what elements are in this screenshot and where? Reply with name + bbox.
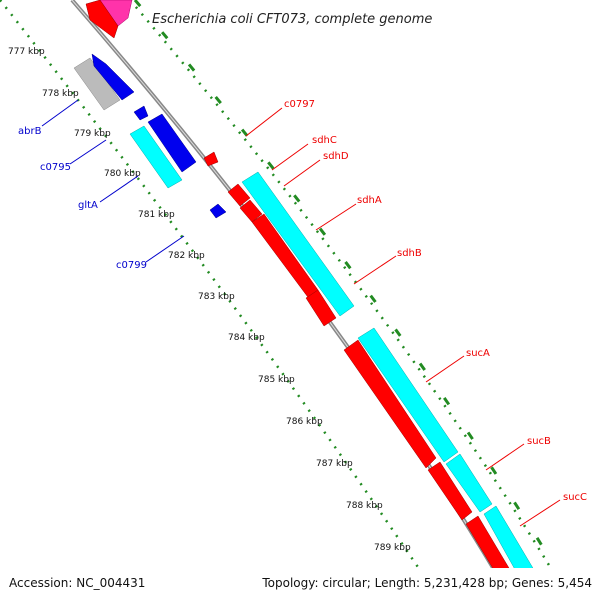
kbp-label: 789 kbp — [374, 543, 411, 553]
leader-line — [425, 355, 465, 383]
gene-sdhC-red — [227, 183, 251, 207]
leader-line — [245, 107, 283, 137]
kbp-label: 786 kbp — [286, 417, 323, 427]
kbp-label: 782 kbp — [168, 251, 205, 261]
inner-tick-ring — [0, 0, 442, 600]
kbp-label: 783 kbp — [198, 292, 235, 302]
topology-summary-text: Topology: circular; Length: 5,231,428 bp… — [261, 576, 592, 590]
gene-label-gltA[interactable]: gltA — [78, 200, 98, 211]
accession-text: Accession: NC_004431 — [9, 576, 145, 590]
map-title: Escherichia coli CFT073, complete genome — [152, 12, 432, 27]
kbp-label: 781 kbp — [138, 210, 175, 220]
gene-gltA-cds — [129, 125, 183, 189]
gene-label-sucA[interactable]: sucA — [466, 348, 490, 359]
leader-line — [271, 143, 309, 171]
leader-line — [145, 235, 185, 263]
gene-label-abrB[interactable]: abrB — [18, 126, 42, 137]
leader-line — [99, 175, 139, 203]
gene-label-sdhC[interactable]: sdhC — [312, 135, 337, 146]
kbp-label: 785 kbp — [258, 375, 295, 385]
gene-label-sucC[interactable]: sucC — [563, 492, 587, 503]
genome-backbone — [70, 0, 514, 600]
gene-sdh-cds — [241, 171, 355, 317]
kbp-label: 788 kbp — [346, 501, 383, 511]
genome-backbone-highlight — [71, 0, 513, 600]
kbp-label: 787 kbp — [316, 459, 353, 469]
reverse-gene-labels: abrB c0795 gltA c0799 — [18, 99, 185, 271]
gene-suc-cds-1 — [357, 327, 459, 463]
gene-c0795-blue — [91, 53, 135, 101]
kbp-label: 778 kbp — [42, 89, 79, 99]
gene-red-top — [85, 0, 119, 39]
gene-c0797-red — [203, 151, 219, 167]
footer-background — [0, 568, 600, 600]
leader-line — [283, 159, 321, 187]
kbp-label: 784 kbp — [228, 333, 265, 343]
gene-small-blue-1 — [133, 105, 149, 121]
gene-suc-cds-2 — [445, 453, 493, 513]
leader-line — [519, 499, 561, 527]
gene-sdhD-red — [239, 199, 263, 223]
kbp-labels: 777 kbp 778 kbp 779 kbp 780 kbp 781 kbp … — [8, 47, 411, 553]
gene-label-c0795[interactable]: c0795 — [40, 162, 71, 173]
gene-sucA-red — [343, 339, 437, 469]
kbp-label: 780 kbp — [104, 169, 141, 179]
gene-label-sucB[interactable]: sucB — [527, 436, 551, 447]
kbp-label: 777 kbp — [8, 47, 45, 57]
gene-label-sdhA[interactable]: sdhA — [357, 195, 382, 206]
leader-line — [41, 99, 79, 127]
leader-line — [353, 255, 397, 285]
kbp-label: 779 kbp — [74, 129, 111, 139]
gene-label-c0797[interactable]: c0797 — [284, 99, 315, 110]
gene-sucB-red — [427, 461, 473, 521]
gene-c0799-blue — [209, 203, 227, 219]
gene-gltA-blue — [147, 113, 197, 173]
gene-abrB-gray — [73, 57, 121, 111]
leader-line — [315, 203, 357, 231]
leader-line — [69, 139, 107, 165]
gene-label-sdhD[interactable]: sdhD — [323, 151, 349, 162]
gene-label-c0799[interactable]: c0799 — [116, 260, 147, 271]
gene-label-sdhB[interactable]: sdhB — [397, 248, 422, 259]
leader-line — [485, 443, 525, 471]
forward-gene-labels: c0797 sdhC sdhD sdhA sdhB sucA sucB sucC — [245, 99, 587, 527]
gene-sdhB-red — [305, 289, 337, 327]
